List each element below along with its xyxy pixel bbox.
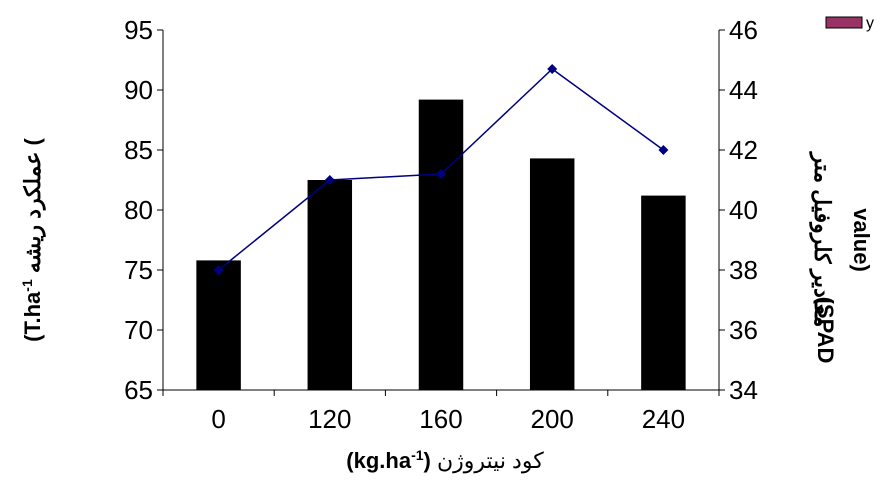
svg-text:(T.ha-1 عملکرد ریشه (: (T.ha-1 عملکرد ریشه ( [19,138,46,342]
bar-0 [196,260,241,390]
x-tick-label: 240 [642,404,685,434]
y-right-axis-title: مقادیر کلروفیل متر [809,151,835,328]
y-left-axis-title: (T.ha-1 عملکرد ریشه ( [19,138,46,342]
bar-120 [307,180,353,390]
y-right-axis-title-value: value) [849,208,874,272]
y-right-title-value: value) [849,208,874,272]
y-left-title-superscript: -1 [19,279,35,292]
y-left-title-persian: عملکرد ریشه ( [20,138,46,274]
x-axis-title: (kg.ha-1) کود نیتروژن [346,447,544,474]
bar-200 [529,158,575,390]
x-tick-label: 160 [419,404,462,434]
tick-labels: 65 70 75 80 85 90 95 34 36 38 40 42 44 46 0 120 160 200 24… [124,15,758,434]
y-right-tick-label: 36 [729,315,758,345]
x-title-superscript: -1 [411,447,424,463]
legend-label: y [866,15,874,32]
y-left-title-latin: (T.ha [20,291,45,342]
y-left-tick-label: 90 [124,75,153,105]
y-right-title-spad: (SPAD [813,297,838,364]
y-right-tick-label: 42 [729,135,758,165]
x-tick-label: 120 [308,404,351,434]
line-series [213,64,669,275]
bar-240 [641,195,686,390]
y-right-tick-label: 34 [729,375,758,405]
y-left-tick-label: 95 [124,15,153,45]
y-right-axis-title-spad: (SPAD [813,297,838,364]
axes [157,29,725,396]
x-tick-label: 200 [531,404,574,434]
y-right-title-persian: مقادیر کلروفیل متر [809,151,835,328]
y-right-tick-label: 44 [729,75,758,105]
y-right-tick-label: 46 [729,15,758,45]
line-point-160 [436,169,446,179]
y-right-tick-label: 40 [729,195,758,225]
bar-series [196,99,686,390]
x-title-close: ) [424,448,431,473]
y-left-tick-label: 80 [124,195,153,225]
line-point-240 [658,145,669,155]
y-left-tick-label: 65 [124,375,153,405]
bar-160 [418,99,464,390]
y-left-tick-label: 85 [124,135,153,165]
x-title-latin: (kg.ha [346,448,412,473]
line-point-120 [324,175,335,185]
y-left-tick-label: 75 [124,255,153,285]
line-point-200 [547,64,558,74]
legend-swatch [825,16,863,29]
x-tick-label: 0 [211,404,225,434]
x-title-persian: کود نیتروژن [437,448,544,474]
legend: y [825,15,874,32]
y-left-tick-label: 70 [124,315,153,345]
y-right-tick-label: 38 [729,255,758,285]
line-point-0 [213,265,224,275]
